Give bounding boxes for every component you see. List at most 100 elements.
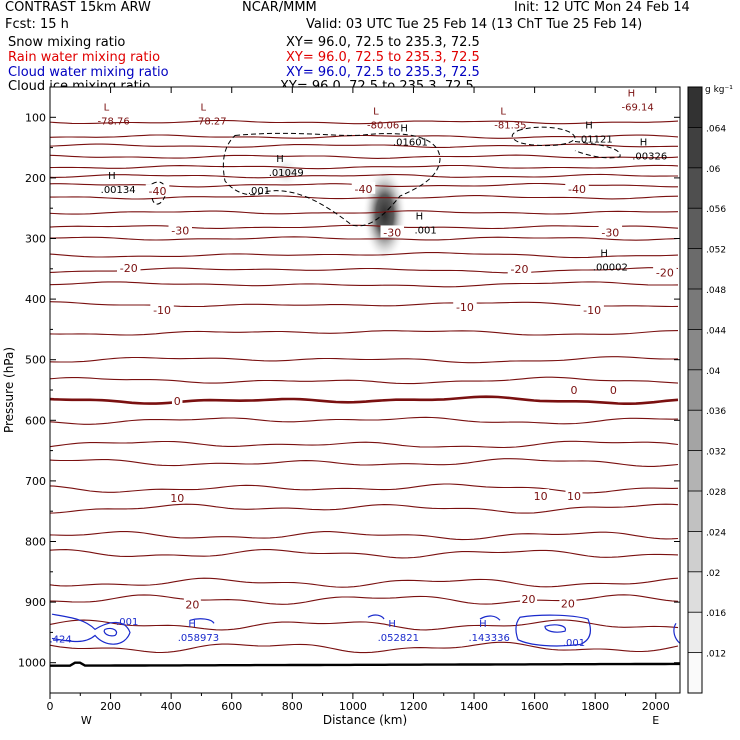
x-tick-label: 800 xyxy=(282,700,303,713)
y-tick-label: 1000 xyxy=(18,657,46,670)
contour-label: -20 xyxy=(120,262,138,275)
contour-line xyxy=(50,416,679,425)
contour-label-bg xyxy=(380,225,405,238)
extremum-label: -81.35 xyxy=(494,121,526,132)
contour-label: 20 xyxy=(561,597,575,610)
colorbar-tick-label: .02 xyxy=(706,569,720,579)
contour-label-bg xyxy=(559,596,577,609)
contour-label: 20 xyxy=(185,599,199,612)
contour-label: -30 xyxy=(171,225,189,238)
contour-line xyxy=(50,577,679,588)
contour-label: -40 xyxy=(355,183,373,196)
extremum-marker: L xyxy=(104,102,110,113)
extremum-label: .052821 xyxy=(378,633,419,644)
extremum-marker: H xyxy=(400,124,408,135)
x-tick-label: 200 xyxy=(100,700,121,713)
cloud-water-contour xyxy=(103,627,118,637)
x-axis-label: Distance (km) xyxy=(323,713,407,727)
colorbar-swatch xyxy=(688,208,702,250)
contour-line xyxy=(50,330,679,336)
extremum-marker: H xyxy=(108,171,116,182)
y-axis-label: Pressure (hPa) xyxy=(2,347,16,433)
contour-line xyxy=(50,164,679,170)
contour-line xyxy=(50,281,679,288)
extremum-label: .00002 xyxy=(593,262,628,273)
colorbar-unit: g kg⁻¹ xyxy=(705,85,733,95)
organization: NCAR/MMM xyxy=(242,0,317,15)
legend-snow-label: Snow mixing ratio xyxy=(8,35,126,50)
legend-snow-xy: XY= 96.0, 72.5 to 235.3, 72.5 xyxy=(286,35,480,50)
contour-line xyxy=(50,252,679,259)
colorbar-swatch xyxy=(688,369,702,411)
init-time: Init: 12 UTC Mon 24 Feb 14 xyxy=(514,0,690,15)
colorbar-swatch xyxy=(688,87,702,128)
contour-line xyxy=(50,619,679,631)
cloud-water-contour xyxy=(367,614,385,620)
y-tick-label: 400 xyxy=(25,293,46,306)
x-tick-label: 0 xyxy=(47,700,54,713)
extremum-marker: H xyxy=(640,137,648,148)
extremum-label: .001 xyxy=(563,638,585,649)
x-tick-label: 1000 xyxy=(339,700,367,713)
extremum-label: .424 xyxy=(49,634,71,645)
colorbar-swatch xyxy=(688,329,702,371)
contour-line xyxy=(50,356,679,364)
colorbar-tick-label: .044 xyxy=(706,326,726,336)
extremum-marker: H xyxy=(388,619,396,630)
colorbar-tick-label: .012 xyxy=(706,650,726,660)
contour-line xyxy=(50,530,679,541)
legend-rain-label: Rain water mixing ratio xyxy=(8,50,161,65)
contour-label-bg xyxy=(507,261,532,274)
contour-line xyxy=(50,503,679,514)
x-tick-label: 2000 xyxy=(642,700,670,713)
legend-cloudwater-label: Cloud water mixing ratio xyxy=(8,65,169,80)
extremum-label: -80.06 xyxy=(367,121,399,132)
extremum-label: .001 xyxy=(116,617,138,628)
contour-label: -20 xyxy=(656,266,674,279)
contour-line xyxy=(50,210,679,215)
contour-label-bg xyxy=(150,303,174,316)
contour-line xyxy=(50,154,679,159)
extremum-marker: H xyxy=(479,619,487,630)
cloud-water-contour xyxy=(515,614,591,647)
cloud-ice-contour xyxy=(511,126,576,147)
contour-line xyxy=(50,458,679,467)
extremum-label: .01121 xyxy=(578,135,613,146)
x-tick-label: 1800 xyxy=(581,700,609,713)
contour-label-bg xyxy=(171,393,183,406)
extremum-label: .00134 xyxy=(101,185,136,196)
colorbar-tick-label: .016 xyxy=(706,609,726,619)
cloud-ice-contour xyxy=(574,141,621,159)
contour-label-bg xyxy=(653,265,677,278)
y-tick-label: 600 xyxy=(25,414,46,427)
contour-label-bg xyxy=(145,184,170,197)
contour-line xyxy=(50,119,679,125)
contour-label: -20 xyxy=(510,263,528,276)
contour-label: -10 xyxy=(583,304,601,317)
contour-line xyxy=(50,134,679,139)
plot-background xyxy=(50,87,680,693)
colorbar-tick-label: .056 xyxy=(706,205,726,215)
contour-label-bg xyxy=(520,592,538,605)
contour-label: 10 xyxy=(567,490,581,503)
contour-label: -30 xyxy=(383,226,401,239)
extremum-marker: H xyxy=(585,121,593,132)
contour-label: 0 xyxy=(570,384,577,397)
colorbar-tick-label: .048 xyxy=(706,286,726,296)
contour-label-bg xyxy=(453,299,477,312)
plot-area: -40 -40 -40 -30 -30 -30 -20 -20 -20 -10 -10 -10 0 0 0 1… xyxy=(49,88,680,667)
colorbar-swatch xyxy=(688,571,702,613)
extremum-label: .143336 xyxy=(469,633,510,644)
colorbar-tick-label: .032 xyxy=(706,448,726,458)
contour-label: -10 xyxy=(153,304,171,317)
x-tick-label: 1200 xyxy=(399,700,427,713)
y-tick-label: 100 xyxy=(25,111,46,124)
contour-line xyxy=(50,236,679,241)
colorbar-swatch xyxy=(688,491,702,532)
contour-label: 20 xyxy=(522,593,536,606)
colorbar-swatch xyxy=(688,127,702,169)
contour-line xyxy=(50,195,679,200)
contour-label-bg xyxy=(183,597,201,610)
colorbar-tick-label: .024 xyxy=(706,528,726,538)
